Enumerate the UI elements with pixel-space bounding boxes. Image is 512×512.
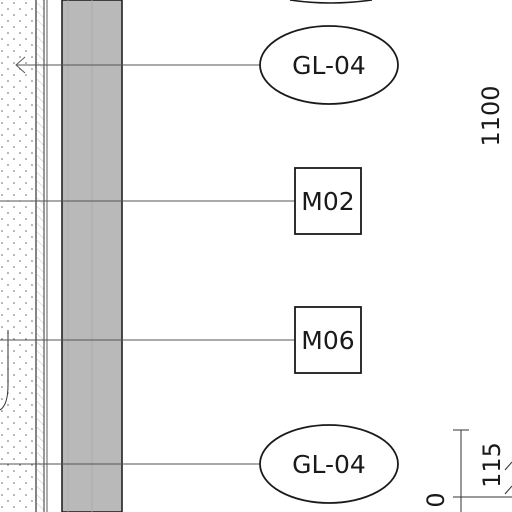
tag-box-m06 [294,306,362,374]
tag-box-m02 [294,167,362,235]
tag-m06-label: M06 [301,326,354,355]
dimension-mark-icon [504,461,512,495]
tag-ellipse-top [259,25,399,105]
tag-ellipse-bottom [259,424,399,504]
dimension-115: 115 [478,442,506,488]
tag-m02-label: M02 [301,187,354,216]
dimension-1100: 1100 [477,85,505,146]
rounded-corner-line [0,330,9,411]
membrane-layer [36,0,44,512]
tag-gl04-top-label: GL-04 [292,51,366,80]
leader-arrow-icon [15,56,26,74]
top-ellipse-fragment [289,0,373,4]
tag-gl04-bottom-label: GL-04 [292,450,366,479]
dimension-zero: 0 [422,492,450,507]
insulation-layer [0,0,36,512]
